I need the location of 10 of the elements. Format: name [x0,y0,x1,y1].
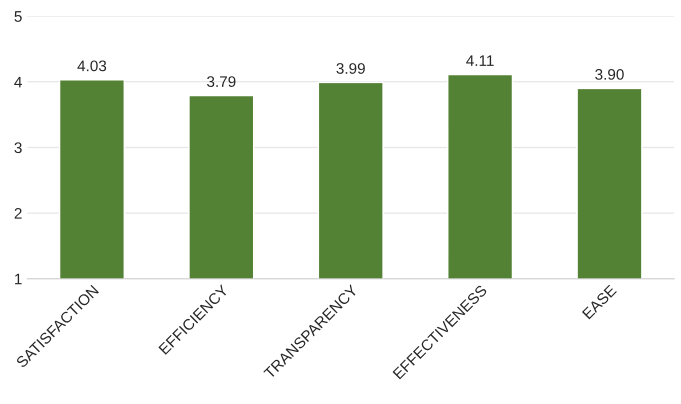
y-tick-label: 5 [14,11,22,22]
data-label: 4.03 [77,60,106,72]
y-tick-label: 2 [14,208,22,219]
y-tick-label: 4 [14,76,22,88]
data-label: 3.79 [207,76,236,88]
y-tick-label: 1 [15,274,22,284]
y-tick-label: 3 [14,142,22,154]
data-label: 3.90 [595,68,624,80]
data-label: 3.99 [336,63,365,74]
data-label: 4.11 [466,55,494,66]
